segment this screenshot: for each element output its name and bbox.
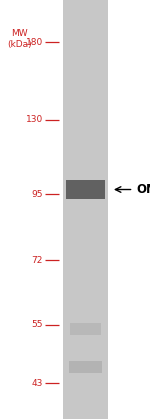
- Text: MW
(kDa): MW (kDa): [7, 29, 32, 49]
- Bar: [70, 323, 101, 335]
- Text: 180: 180: [26, 38, 43, 47]
- Text: 43: 43: [31, 379, 43, 388]
- Text: OMG: OMG: [136, 183, 150, 196]
- Text: 95: 95: [31, 190, 43, 199]
- Bar: [69, 361, 102, 373]
- Bar: [63, 0, 108, 419]
- Text: 55: 55: [31, 320, 43, 329]
- Bar: [66, 180, 105, 199]
- Text: 130: 130: [26, 115, 43, 124]
- Text: 72: 72: [31, 256, 43, 265]
